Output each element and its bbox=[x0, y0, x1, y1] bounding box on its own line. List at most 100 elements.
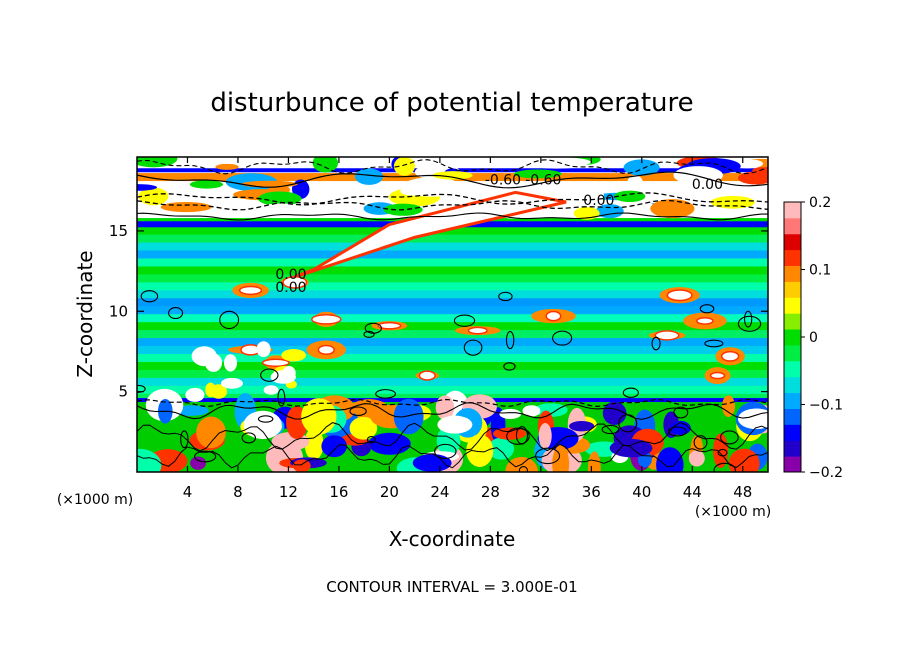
lower-patch bbox=[721, 395, 736, 417]
mid-patch-core bbox=[317, 344, 335, 356]
contour-label: 0.00 bbox=[275, 280, 306, 296]
plot-frame bbox=[136, 156, 769, 473]
closed-contour bbox=[618, 414, 638, 433]
lower-patch bbox=[522, 405, 541, 417]
left-cluster-patch bbox=[270, 370, 296, 384]
colorbar-swatch bbox=[784, 440, 801, 457]
closed-contour bbox=[743, 310, 753, 328]
x-tick-label: 36 bbox=[582, 483, 601, 501]
colorbar-tick-label: −0.1 bbox=[809, 398, 843, 414]
left-cluster-patch bbox=[205, 382, 216, 398]
lower-patch bbox=[499, 408, 522, 420]
y-axis-ticks: 5 10 15 bbox=[109, 222, 768, 401]
lower-patch bbox=[304, 427, 324, 461]
upper-patch bbox=[534, 157, 591, 167]
upper-patch bbox=[623, 159, 660, 176]
colorbar-swatch bbox=[784, 456, 801, 473]
closed-contour bbox=[503, 362, 516, 371]
upper-patch bbox=[401, 177, 462, 197]
lower-patch bbox=[466, 434, 494, 467]
x-tick-label: 24 bbox=[430, 483, 449, 501]
x-axis-ticks: 4 8 12 16 20 24 28 32 36 40 44 48 bbox=[183, 157, 752, 501]
lower-patch bbox=[737, 408, 768, 430]
colorbar-swatch bbox=[784, 233, 801, 251]
stratified-stripe bbox=[137, 234, 768, 243]
colorbar-swatch bbox=[784, 249, 801, 267]
x-tick-label: 40 bbox=[632, 483, 651, 501]
stratified-stripe bbox=[137, 321, 768, 331]
mid-patch-core bbox=[696, 317, 714, 325]
x-tick-label: 12 bbox=[279, 483, 298, 501]
colorbar-tick-label: −0.2 bbox=[809, 465, 843, 481]
closed-contour bbox=[180, 430, 189, 449]
mid-patch-core bbox=[467, 326, 488, 335]
contour-lines bbox=[137, 159, 768, 472]
closed-contour bbox=[349, 406, 367, 416]
negative-contour bbox=[137, 159, 768, 175]
stratified-stripe bbox=[137, 226, 768, 235]
stratified-stripe bbox=[137, 377, 768, 386]
left-cluster-patch bbox=[185, 387, 205, 402]
colorbar-swatch bbox=[784, 360, 801, 378]
stratified-stripe bbox=[137, 361, 768, 370]
x-axis-label: X-coordinate bbox=[389, 527, 516, 551]
stratified-stripe bbox=[137, 281, 768, 291]
closed-contour bbox=[622, 387, 639, 398]
closed-contour bbox=[651, 336, 661, 351]
stratified-stripe bbox=[137, 265, 768, 275]
colorbar-tick-label: 0.1 bbox=[809, 263, 831, 279]
closed-contour bbox=[137, 384, 146, 393]
lower-patch bbox=[196, 416, 226, 449]
lower-patch bbox=[368, 432, 411, 455]
colorbar-swatch bbox=[784, 281, 801, 298]
closed-contour bbox=[552, 330, 573, 346]
stratified-stripe bbox=[137, 369, 768, 378]
mid-patch-core bbox=[261, 358, 290, 367]
colorbar-swatch bbox=[784, 297, 801, 314]
colorbar-swatch bbox=[784, 265, 801, 282]
lower-patch bbox=[728, 448, 760, 472]
closed-contour bbox=[363, 330, 375, 338]
colorbar-swatch bbox=[784, 344, 801, 362]
closed-contour bbox=[140, 290, 159, 303]
closed-contour bbox=[241, 432, 257, 444]
lower-patch bbox=[538, 422, 552, 449]
lower-patch bbox=[437, 415, 473, 434]
contour-label: 0.00 bbox=[275, 267, 306, 283]
upper-patch bbox=[393, 157, 415, 176]
closed-contour bbox=[704, 339, 724, 348]
upper-patch bbox=[354, 168, 384, 185]
left-cluster-patch bbox=[256, 341, 271, 358]
stratified-stripe bbox=[137, 249, 768, 259]
lower-patch bbox=[190, 456, 207, 470]
left-cluster-patch bbox=[204, 353, 223, 372]
lower-patch bbox=[243, 410, 282, 440]
left-cluster-patch bbox=[281, 348, 307, 362]
closed-contour bbox=[194, 450, 217, 463]
upper-patch bbox=[215, 163, 239, 170]
upper-patch bbox=[189, 180, 224, 189]
x-tick-label: 44 bbox=[683, 483, 702, 501]
mid-patch-core bbox=[238, 285, 263, 296]
stratified-stripe bbox=[137, 297, 768, 307]
colorbar-swatch bbox=[784, 376, 801, 394]
upper-patch bbox=[614, 201, 656, 214]
x-tick-label: 4 bbox=[183, 483, 193, 501]
stratified-stripe bbox=[137, 313, 768, 323]
stratified-stripe bbox=[137, 337, 768, 347]
mid-patch-core bbox=[311, 313, 342, 325]
closed-contour bbox=[434, 443, 457, 459]
mid-patch-core bbox=[282, 275, 308, 289]
positive-contour bbox=[137, 212, 768, 221]
closed-contour bbox=[518, 466, 528, 472]
y-tick-label: 10 bbox=[109, 302, 128, 320]
upper-patch bbox=[241, 180, 298, 188]
lower-patch bbox=[505, 456, 538, 472]
colorbar-swatch bbox=[784, 408, 801, 425]
closed-contour bbox=[260, 368, 279, 382]
x-tick-label: 48 bbox=[733, 483, 752, 501]
closed-contour bbox=[463, 339, 483, 356]
stratified-stripe bbox=[137, 242, 768, 251]
y-axis-label: Z-coordinate bbox=[73, 250, 97, 377]
closed-contour bbox=[693, 435, 708, 450]
